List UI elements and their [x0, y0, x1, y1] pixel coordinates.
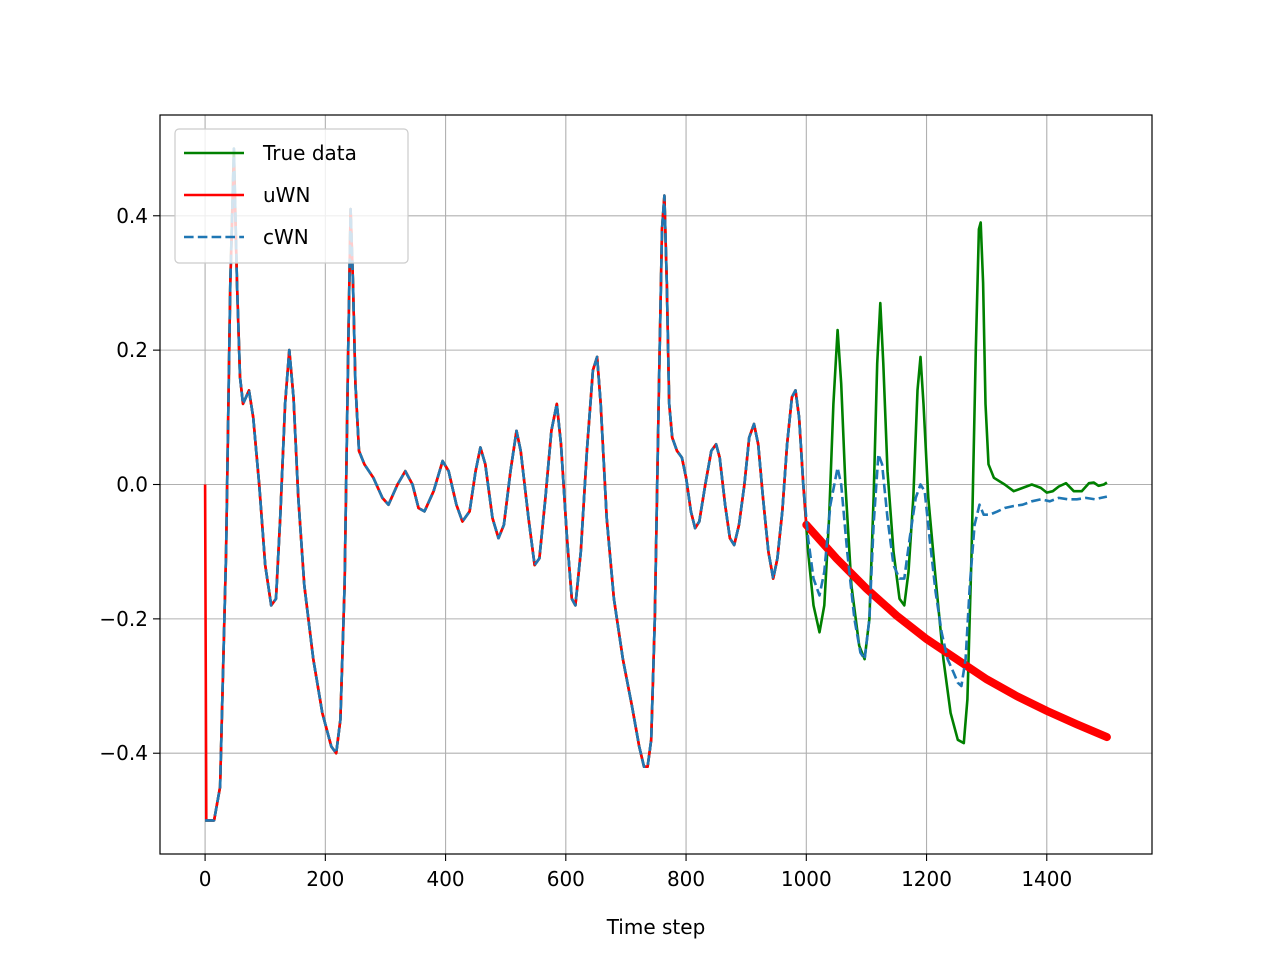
x-tick-label: 1200: [901, 867, 952, 891]
series-layer: [203, 147, 1111, 822]
legend-label: cWN: [263, 225, 309, 249]
legend-box: [174, 128, 409, 264]
legend: True data uWN cWN: [174, 128, 409, 264]
x-tick-label: 800: [667, 867, 705, 891]
y-tick-label: −0.2: [99, 607, 148, 631]
x-tick-label: 1000: [781, 867, 832, 891]
series-line-uwn-forecast: [802, 520, 1111, 742]
x-tick-label: 400: [426, 867, 464, 891]
y-tick-label: 0.0: [116, 473, 148, 497]
legend-label: uWN: [263, 183, 310, 207]
x-axis: 0 200 400 600 800 1000 1200 1400: [199, 854, 1072, 891]
x-tick-label: 1400: [1021, 867, 1072, 891]
x-tick-label: 600: [547, 867, 585, 891]
x-tick-label: 200: [306, 867, 344, 891]
x-axis-label: Time step: [606, 915, 706, 939]
y-axis: −0.4 −0.2 0.0 0.2 0.4: [99, 204, 160, 765]
legend-label: True data: [262, 141, 357, 165]
y-tick-label: −0.4: [99, 741, 148, 765]
x-tick-label: 0: [199, 867, 212, 891]
series-line-cwn: [205, 147, 1108, 822]
y-tick-label: 0.4: [116, 204, 148, 228]
y-tick-label: 0.2: [116, 338, 148, 362]
